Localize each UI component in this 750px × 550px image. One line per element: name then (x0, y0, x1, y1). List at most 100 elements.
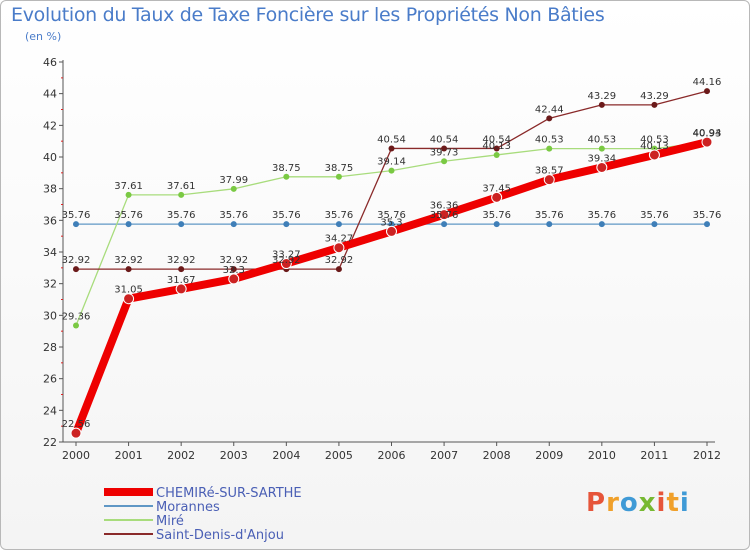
series-1 (73, 221, 710, 228)
data-label: 35.76 (325, 210, 354, 221)
data-point (704, 221, 710, 228)
logo-letter: i (656, 488, 667, 518)
data-label: 31.05 (114, 285, 143, 296)
data-label: 35.76 (693, 210, 722, 221)
y-tick-label: 24 (43, 404, 57, 417)
data-point (648, 149, 660, 161)
data-label: 39.34 (588, 153, 617, 164)
data-point (546, 221, 553, 228)
data-point (438, 209, 450, 221)
x-tick-label: 2007 (430, 449, 458, 462)
data-point (178, 191, 185, 198)
chart-legend: CHEMIRé-SUR-SARTHEMorannesMiréSaint-Deni… (104, 486, 302, 543)
x-tick-label: 2001 (115, 449, 143, 462)
data-point (335, 266, 342, 273)
data-point (493, 151, 500, 158)
data-label: 35.76 (588, 210, 617, 221)
data-point (175, 283, 187, 295)
logo-letter: t (666, 488, 680, 518)
data-label: 37.99 (219, 175, 248, 186)
data-point (388, 221, 395, 228)
data-label: 40.53 (588, 135, 617, 146)
data-point (335, 173, 342, 180)
data-label: 35.76 (219, 210, 248, 221)
data-point (125, 266, 132, 273)
x-tick-label: 2012 (693, 449, 721, 462)
data-label: 31.67 (167, 275, 196, 286)
data-label: 32.92 (167, 255, 196, 266)
data-label: 40.13 (640, 141, 669, 152)
data-point (441, 221, 448, 228)
logo-letter: i (679, 488, 690, 518)
data-point (230, 266, 237, 273)
data-point (543, 174, 555, 186)
y-tick-label: 30 (43, 309, 57, 322)
legend-label: CHEMIRé-SUR-SARTHE (156, 486, 302, 501)
data-label: 43.29 (640, 91, 669, 102)
y-tick-label: 22 (43, 436, 57, 449)
y-tick-label: 36 (43, 214, 57, 227)
data-point (596, 161, 608, 173)
logo-letter: r (606, 488, 620, 518)
data-point (70, 427, 82, 439)
data-point (73, 266, 79, 273)
logo-letter: x (638, 488, 657, 518)
data-label: 39.14 (377, 157, 406, 168)
data-point (598, 101, 605, 108)
data-label: 37.61 (167, 181, 196, 192)
data-label: 40.53 (535, 135, 564, 146)
data-point (73, 322, 79, 329)
data-point (125, 191, 132, 198)
data-label: 22.56 (62, 419, 91, 430)
chart-axes: 22 24 26 28 30 32 34 36 38 40 42 44 46 2000 2001 2002 20… (43, 56, 721, 462)
data-label: 40.54 (482, 134, 511, 145)
y-tick-label: 44 (43, 88, 57, 101)
data-label: 35.76 (482, 210, 511, 221)
data-point (335, 221, 342, 228)
series-0 (70, 136, 713, 439)
data-point (230, 221, 237, 228)
data-label: 35.76 (377, 210, 406, 221)
y-tick-label: 46 (43, 56, 57, 69)
y-tick-label: 42 (43, 119, 57, 132)
data-point (598, 145, 605, 152)
data-label: 35.76 (167, 210, 196, 221)
data-label: 32.92 (62, 255, 91, 266)
data-point (280, 258, 292, 270)
data-label: 38.75 (325, 163, 354, 174)
data-point (441, 145, 448, 152)
x-tick-label: 2009 (535, 449, 563, 462)
data-point (333, 242, 345, 254)
data-label: 32.3 (223, 265, 245, 276)
data-point (651, 101, 658, 108)
data-label: 38.57 (535, 166, 564, 177)
data-point (493, 221, 500, 228)
data-point (178, 221, 185, 228)
data-point (598, 221, 605, 228)
data-label: 40.54 (377, 134, 406, 145)
data-label: 42.44 (535, 104, 564, 115)
data-point (651, 221, 658, 228)
data-label: 34.27 (325, 234, 354, 245)
data-point (491, 191, 503, 203)
chart-title: Evolution du Taux de Taxe Foncière sur l… (11, 4, 605, 26)
data-point (283, 173, 290, 180)
data-point (178, 266, 185, 273)
y-axis-unit: (en %) (25, 30, 62, 43)
data-label: 37.61 (114, 181, 143, 192)
logo-letter: o (619, 488, 639, 518)
proxiti-logo: Proxiti (586, 488, 690, 518)
legend-label: Morannes (156, 500, 220, 515)
x-tick-label: 2000 (62, 449, 90, 462)
data-label: 38.75 (272, 163, 301, 174)
data-label: 32.92 (325, 255, 354, 266)
data-label: 40.93 (693, 128, 722, 139)
data-label: 40.54 (430, 134, 459, 145)
data-point (388, 145, 395, 152)
data-label: 33.27 (272, 250, 301, 261)
y-tick-label: 40 (43, 151, 57, 164)
y-tick-label: 26 (43, 373, 57, 386)
data-labels: 22.56 31.05 31.67 32.3 33.27 34.27 35.3 36.36 37… (62, 77, 722, 430)
